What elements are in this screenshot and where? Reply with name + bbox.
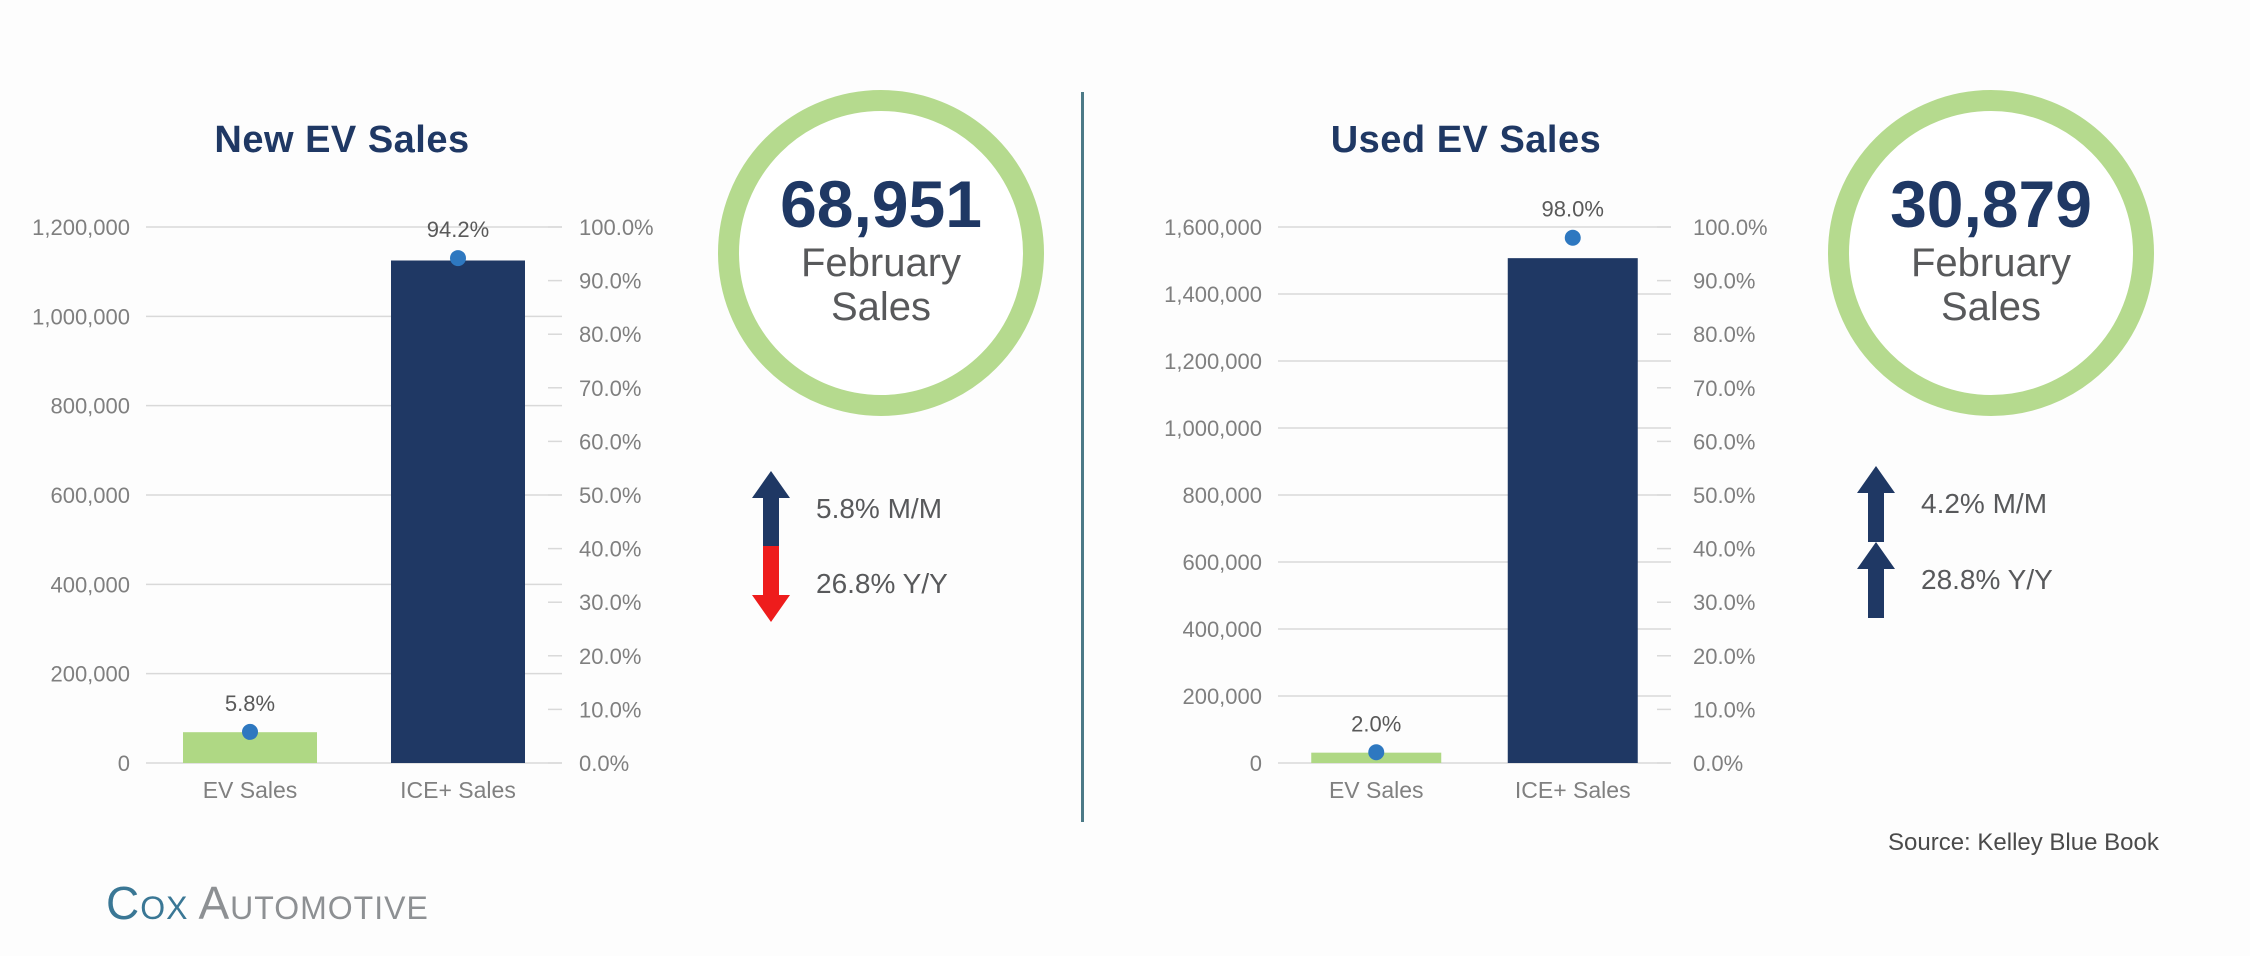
pct-axis-label: 10.0%	[579, 697, 641, 722]
yy-change-label: 28.8% Y/Y	[1921, 564, 2053, 595]
mm-change-row-new-ev: 5.8% M/M	[752, 470, 942, 548]
count-axis-label: 200,000	[50, 662, 130, 687]
pct-axis-label: 30.0%	[579, 590, 641, 615]
share-percent-label: 5.8%	[225, 691, 275, 716]
kpi-circle-used-ev: 30,879 February Sales	[1828, 90, 2154, 416]
count-axis-label: 1,600,000	[1164, 215, 1262, 240]
pct-axis-label: 20.0%	[1693, 644, 1755, 669]
pct-axis-label: 60.0%	[579, 429, 641, 454]
count-axis-label: 0	[1250, 751, 1262, 776]
down-arrow-icon	[752, 546, 790, 622]
count-axis-label: 600,000	[50, 483, 130, 508]
category-label: ICE+ Sales	[1515, 777, 1631, 803]
chart-title-used-ev-sales: Used EV Sales	[1330, 119, 1602, 161]
category-label: EV Sales	[1329, 777, 1424, 803]
bar-ice-sales	[1507, 258, 1638, 763]
up-arrow-icon	[1857, 466, 1895, 542]
pct-axis-label: 40.0%	[1693, 537, 1755, 562]
pct-axis-label: 70.0%	[579, 376, 641, 401]
count-axis-label: 1,000,000	[32, 304, 130, 329]
mm-change-label: 5.8% M/M	[816, 493, 943, 524]
count-axis-label: 800,000	[50, 394, 130, 419]
mm-change-label: 4.2% M/M	[1921, 488, 2048, 519]
cox-automotive-logo: Cox Automotive	[106, 876, 429, 930]
used-ev-sales-chart: 0 200,000 400,000 600,000 800,000 1,000,000 1,…	[1164, 197, 1768, 803]
bar-ice-sales	[391, 260, 525, 763]
pct-axis-label: 50.0%	[579, 483, 641, 508]
pct-axis-label: 0.0%	[579, 751, 629, 776]
kpi-caption-month: February	[800, 241, 962, 285]
category-label: ICE+ Sales	[400, 777, 516, 803]
share-dot	[242, 723, 258, 740]
source-attribution: Source: Kelley Blue Book	[1888, 829, 2159, 856]
kpi-value-used-ev: 30,879	[1890, 167, 2092, 241]
pct-axis-label: 90.0%	[579, 269, 641, 294]
yy-change-row-used-ev: 28.8% Y/Y	[1857, 541, 2053, 619]
pct-axis-label: 70.0%	[1693, 376, 1755, 401]
mm-change-row-used-ev: 4.2% M/M	[1857, 465, 2047, 543]
up-arrow-icon	[1857, 542, 1895, 618]
logo-automotive-text: Automotive	[198, 877, 429, 929]
kpi-circle-new-ev: 68,951 February Sales	[718, 90, 1044, 416]
pct-axis-label: 50.0%	[1693, 483, 1755, 508]
pct-axis-label: 20.0%	[579, 644, 641, 669]
count-axis-label: 600,000	[1182, 550, 1262, 575]
kpi-caption-sales: Sales	[1940, 285, 2042, 329]
count-axis-label: 1,200,000	[1164, 349, 1262, 374]
up-arrow-icon	[752, 471, 790, 547]
count-axis-label: 1,000,000	[1164, 416, 1262, 441]
count-axis-label: 800,000	[1182, 483, 1262, 508]
pct-axis-label: 40.0%	[579, 537, 641, 562]
pct-axis-label: 80.0%	[1693, 322, 1755, 347]
share-percent-label: 94.2%	[427, 217, 489, 242]
yy-change-label: 26.8% Y/Y	[816, 568, 948, 599]
pct-axis-label: 100.0%	[1693, 215, 1768, 240]
logo-cox-text: Cox	[106, 877, 189, 929]
chart-title-new-ev-sales: New EV Sales	[214, 119, 470, 161]
new-ev-sales-chart: 0 200,000 400,000 600,000 800,000 1,000,000 1,…	[32, 215, 654, 803]
share-dot	[450, 250, 466, 267]
pct-axis-label: 80.0%	[579, 322, 641, 347]
count-axis-label: 0	[118, 751, 130, 776]
share-percent-label: 98.0%	[1542, 197, 1604, 222]
count-axis-label: 1,200,000	[32, 215, 130, 240]
yy-change-row-new-ev: 26.8% Y/Y	[752, 545, 948, 623]
pct-axis-label: 90.0%	[1693, 269, 1755, 294]
share-dot	[1368, 744, 1385, 761]
pct-axis-label: 0.0%	[1693, 751, 1743, 776]
count-axis-label: 400,000	[1182, 617, 1262, 642]
kpi-value-new-ev: 68,951	[780, 167, 982, 241]
kpi-caption-sales: Sales	[830, 285, 932, 329]
count-axis-label: 1,400,000	[1164, 282, 1262, 307]
share-percent-label: 2.0%	[1351, 711, 1401, 736]
pct-axis-label: 60.0%	[1693, 429, 1755, 454]
pct-axis-label: 10.0%	[1693, 697, 1755, 722]
pct-axis-label: 100.0%	[579, 215, 654, 240]
category-label: EV Sales	[203, 777, 298, 803]
count-axis-label: 400,000	[50, 572, 130, 597]
share-dot	[1564, 229, 1581, 246]
vertical-divider	[1081, 92, 1084, 822]
pct-axis-label: 30.0%	[1693, 590, 1755, 615]
count-axis-label: 200,000	[1182, 684, 1262, 709]
kpi-caption-month: February	[1910, 241, 2072, 285]
